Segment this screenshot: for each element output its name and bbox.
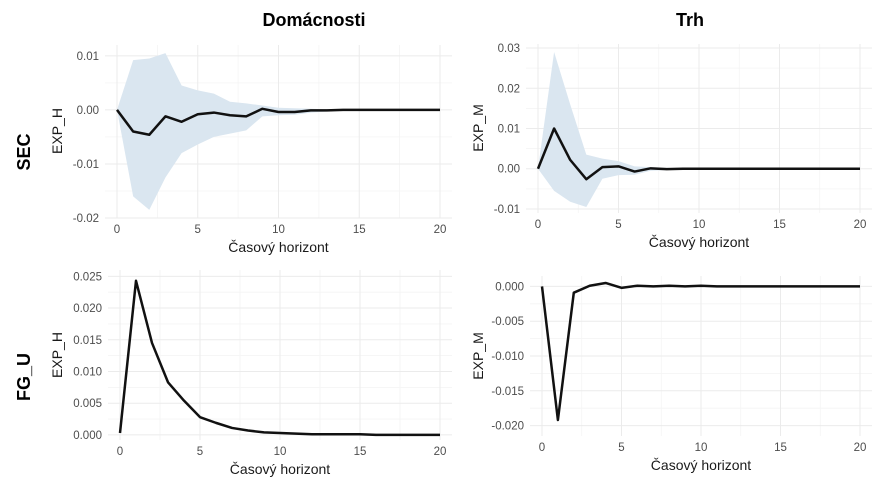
x-tick-label: 15 bbox=[354, 446, 367, 458]
y-axis-title: EXP_M bbox=[470, 332, 486, 379]
row-label-fg-u: FG_U bbox=[14, 353, 34, 401]
x-tick-label: 0 bbox=[114, 224, 120, 236]
y-tick-label: 0.02 bbox=[498, 83, 520, 95]
y-tick-label: -0.010 bbox=[491, 351, 524, 363]
y-tick-label: -0.015 bbox=[491, 386, 524, 398]
x-tick-label: 20 bbox=[434, 446, 447, 458]
y-axis-title: EXP_H bbox=[49, 108, 65, 154]
y-axis-title: EXP_H bbox=[49, 332, 65, 378]
x-tick-label: 20 bbox=[434, 224, 447, 236]
x-tick-label: 10 bbox=[695, 442, 708, 454]
y-tick-label: 0.025 bbox=[73, 271, 102, 283]
y-tick-label: -0.005 bbox=[491, 316, 524, 328]
x-tick-label: 10 bbox=[693, 219, 706, 231]
panel-4: 0 5 10 15 20 -0.020 -0.015 -0.010 -0.005 0.000 Čas… bbox=[470, 276, 872, 473]
y-tick-label: 0.000 bbox=[495, 281, 524, 293]
panel-1: 0 5 10 15 20 -0.02 -0.01 0.00 0.01 Časový horizon… bbox=[49, 45, 452, 255]
panel-2: 0 5 10 15 20 -0.01 0.00 0.01 0.02 0.03 Časový hori… bbox=[470, 43, 872, 250]
column-title-market: Trh bbox=[676, 10, 704, 30]
confidence-band bbox=[117, 53, 440, 210]
y-tick-label: 0.005 bbox=[73, 398, 102, 410]
x-axis-title: Časový horizont bbox=[230, 461, 330, 477]
x-tick-label: 20 bbox=[854, 219, 867, 231]
x-tick-label: 0 bbox=[539, 442, 545, 454]
y-axis-title: EXP_M bbox=[470, 104, 486, 151]
x-tick-label: 0 bbox=[117, 446, 123, 458]
x-tick-label: 5 bbox=[197, 446, 203, 458]
x-tick-label: 0 bbox=[535, 219, 541, 231]
x-tick-label: 5 bbox=[195, 224, 201, 236]
x-tick-label: 10 bbox=[274, 446, 287, 458]
x-tick-label: 5 bbox=[615, 219, 621, 231]
x-tick-label: 15 bbox=[353, 224, 366, 236]
y-tick-label: 0.01 bbox=[77, 51, 99, 63]
x-axis-title: Časový horizont bbox=[228, 239, 328, 255]
y-tick-label: 0.010 bbox=[73, 366, 102, 378]
x-tick-label: 15 bbox=[773, 219, 786, 231]
y-tick-label: -0.01 bbox=[494, 204, 520, 216]
y-tick-label: 0.00 bbox=[498, 164, 520, 176]
impulse-response-line bbox=[536, 127, 860, 181]
y-tick-label: 0.00 bbox=[77, 105, 99, 117]
y-tick-label: 0.020 bbox=[73, 303, 102, 315]
impulse-response-line bbox=[540, 281, 860, 422]
x-tick-label: 10 bbox=[272, 224, 285, 236]
x-axis-title: Časový horizont bbox=[649, 234, 749, 250]
y-tick-label: -0.020 bbox=[491, 421, 524, 433]
y-tick-label: 0.015 bbox=[73, 335, 102, 347]
x-tick-label: 20 bbox=[854, 442, 867, 454]
y-tick-label: -0.01 bbox=[73, 159, 99, 171]
impulse-response-line bbox=[115, 107, 440, 136]
y-tick-label: 0.01 bbox=[498, 124, 520, 136]
x-axis-title: Časový horizont bbox=[651, 457, 751, 473]
column-title-households: Domácnosti bbox=[262, 10, 365, 30]
y-tick-label: 0.03 bbox=[498, 43, 520, 55]
x-tick-label: 15 bbox=[774, 442, 787, 454]
x-tick-label: 5 bbox=[618, 442, 624, 454]
impulse-response-line bbox=[118, 279, 440, 437]
y-tick-label: -0.02 bbox=[73, 213, 99, 225]
confidence-band bbox=[538, 52, 860, 207]
row-label-sec: SEC bbox=[14, 133, 34, 170]
panel-3: 0 5 10 15 20 0.000 0.005 0.010 0.015 0.020 0.025 Ča… bbox=[49, 270, 452, 477]
y-tick-label: 0.000 bbox=[73, 430, 102, 442]
